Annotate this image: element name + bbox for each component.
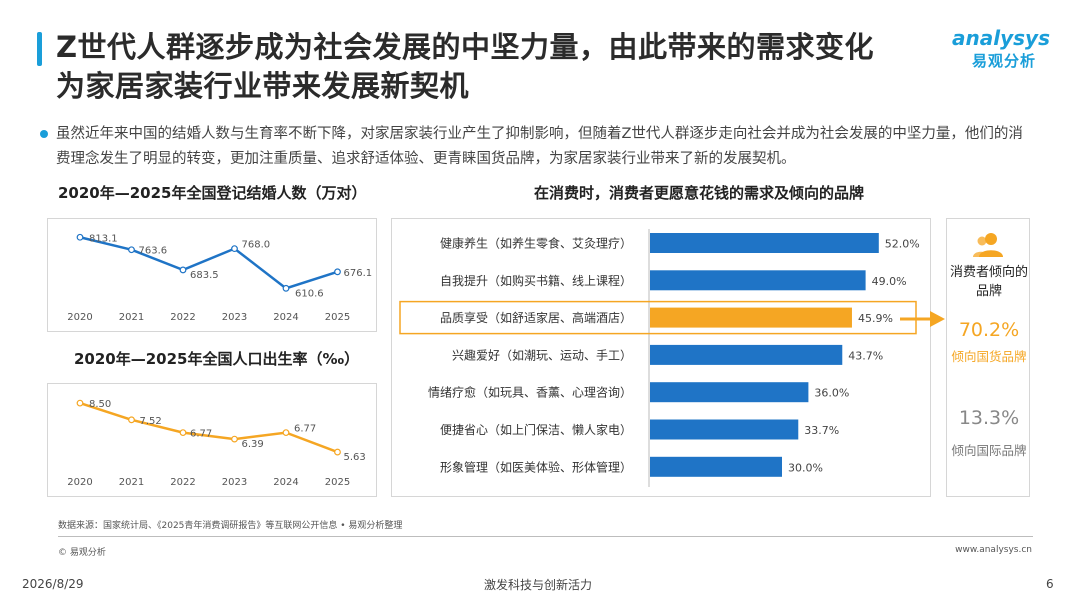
- domestic-brand-label: 倾向国货品牌: [951, 349, 1027, 364]
- marriage-data-label: 676.1: [344, 268, 373, 279]
- foreign-brand-label: 倾向国际品牌: [951, 443, 1027, 458]
- bar-category-label: 形象管理（如医美体验、形体管理）: [440, 459, 632, 474]
- birthrate-point: [179, 429, 187, 437]
- birthrate-data-label: 7.52: [140, 416, 162, 427]
- marriage-point: [282, 284, 290, 292]
- copyright: © 易观分析: [58, 548, 106, 558]
- birthrate-point: [76, 399, 84, 407]
- bar-value-label: 45.9%: [858, 312, 893, 325]
- bar: [650, 307, 852, 328]
- birthrate-x-tick-label: 2024: [273, 477, 298, 488]
- analysys-logo: analysys 易观分析: [952, 26, 1062, 76]
- bar-category-label: 自我提升（如购买书籍、线上课程）: [440, 273, 632, 288]
- birthrate-point: [231, 435, 238, 443]
- data-source: 数据来源：国家统计局、《2025青年消费调研报告》等互联网公开信息 • 易观分析…: [58, 521, 403, 531]
- marriage-x-tick-label: 2021: [119, 312, 144, 323]
- birthrate-data-label: 6.77: [190, 429, 212, 440]
- footer-divider: [58, 536, 1033, 537]
- bar: [650, 382, 809, 403]
- birthrate-point: [334, 448, 341, 456]
- title-accent-bar: [37, 32, 42, 66]
- bar-category-label: 兴趣爱好（如潮玩、运动、手工）: [452, 347, 632, 362]
- marriage-chart-title: 2020年—2025年全国登记结婚人数（万对）: [58, 184, 367, 202]
- spending-chart-title: 在消费时，消费者更愿意花钱的需求及倾向的品牌: [534, 184, 865, 202]
- marriage-chart-panel: 813.1 763.6 683.5 768.0 610.6 676.1 2020 2021 20…: [47, 218, 377, 332]
- marriage-line-chart: 813.1 763.6 683.5 768.0 610.6 676.1 2020 2021 20…: [67, 233, 373, 323]
- bullet-text: 虽然近年来中国的结婚人数与生育率不断下降，对家居家装行业产生了抑制影响，但随着Z…: [56, 126, 1023, 167]
- birthrate-series-line: [79, 401, 338, 454]
- bar-category-label: 便捷省心（如上门保洁、懒人家电）: [440, 422, 632, 437]
- marriage-x-tick-label: 2022: [170, 312, 195, 323]
- birthrate-data-label: 6.77: [294, 424, 316, 435]
- website-link[interactable]: www.analysys.cn: [955, 545, 1032, 555]
- bullet-dot-icon: [40, 130, 48, 138]
- bar: [650, 270, 866, 291]
- birthrate-data-label: 8.50: [89, 399, 111, 410]
- bar-category-label: 情绪疗愈（如玩具、香薰、心理咨询）: [428, 385, 632, 400]
- page-number: 6: [1046, 577, 1054, 591]
- birthrate-point: [128, 416, 135, 424]
- bar-value-label: 36.0%: [814, 387, 849, 400]
- marriage-point: [128, 246, 135, 254]
- birthrate-x-tick-label: 2025: [325, 477, 350, 488]
- marriage-data-label: 683.5: [190, 270, 219, 281]
- page-title: Z世代人群逐步成为社会发展的中坚力量，由此带来的需求变化 为家居家装行业带来发展…: [56, 28, 956, 106]
- birthrate-chart-panel: 8.50 7.52 6.77 6.39 6.77 5.63 2020 2021 2022 2023…: [47, 383, 377, 497]
- marriage-data-label: 610.6: [295, 288, 324, 299]
- birthrate-chart-title: 2020年—2025年全国人口出生率（‰）: [74, 350, 360, 368]
- birthrate-x-tick-label: 2023: [222, 477, 247, 488]
- marriage-x-tick-label: 2023: [222, 312, 247, 323]
- bar-value-label: 43.7%: [848, 349, 883, 362]
- marriage-data-label: 813.1: [89, 233, 118, 244]
- bar: [650, 456, 782, 477]
- title-line-1: Z世代人群逐步成为社会发展的中坚力量，由此带来的需求变化: [56, 30, 875, 64]
- marriage-point: [334, 268, 341, 276]
- birthrate-data-label: 6.39: [242, 439, 264, 450]
- marriage-x-tick-label: 2025: [325, 312, 350, 323]
- bar: [650, 344, 843, 365]
- logo-cn-text: 易观分析: [972, 52, 1037, 70]
- marriage-series-line: [79, 236, 338, 290]
- marriage-point: [231, 245, 238, 253]
- bar: [650, 233, 879, 253]
- bar: [650, 419, 799, 440]
- bar-value-label: 33.7%: [804, 424, 839, 437]
- bar-category-label: 健康养生（如养生零食、艾灸理疗）: [440, 236, 632, 251]
- bar-value-label: 30.0%: [788, 461, 823, 474]
- bar-category-label: 品质享受（如舒适家居、高端酒店）: [440, 310, 632, 325]
- marriage-data-label: 763.6: [139, 246, 168, 257]
- spending-chart-panel: 健康养生（如养生零食、艾灸理疗） 52.0% 自我提升（如购买书籍、线上课程） 49.…: [391, 218, 931, 497]
- brand-preference-panel: 消费者倾向的品牌 70.2% 倾向国货品牌 13.3% 倾向国际品牌: [946, 218, 1030, 497]
- marriage-x-tick-label: 2024: [273, 312, 298, 323]
- birthrate-data-label: 5.63: [344, 452, 366, 463]
- birthrate-line-chart: 8.50 7.52 6.77 6.39 6.77 5.63 2020 2021 2022 2023…: [67, 399, 366, 488]
- title-line-2: 为家居家装行业带来发展新契机: [56, 69, 470, 103]
- birthrate-x-tick-label: 2022: [170, 477, 195, 488]
- spending-bar-chart: 健康养生（如养生零食、艾灸理疗） 52.0% 自我提升（如购买书籍、线上课程） 49.…: [399, 229, 920, 487]
- foreign-brand-percent: 13.3%: [958, 407, 1020, 429]
- bar-value-label: 49.0%: [872, 275, 907, 288]
- domestic-brand-percent: 70.2%: [958, 319, 1020, 341]
- birthrate-point: [282, 429, 290, 437]
- footer-slogan: 激发科技与创新活力: [484, 578, 593, 592]
- footer-date: 2026/8/29: [22, 577, 84, 591]
- users-icon: [973, 233, 1003, 257]
- logo-en-text: analysys: [952, 26, 1050, 50]
- marriage-data-label: 768.0: [242, 240, 271, 251]
- marriage-point: [76, 233, 84, 241]
- marriage-x-tick-label: 2020: [67, 312, 92, 323]
- birthrate-x-tick-label: 2021: [119, 477, 144, 488]
- brand-preference-title: 消费者倾向的品牌: [949, 265, 1028, 299]
- marriage-point: [179, 266, 187, 274]
- birthrate-x-tick-label: 2020: [67, 477, 92, 488]
- arrow-right-icon: [900, 311, 945, 327]
- bar-value-label: 52.0%: [885, 238, 920, 251]
